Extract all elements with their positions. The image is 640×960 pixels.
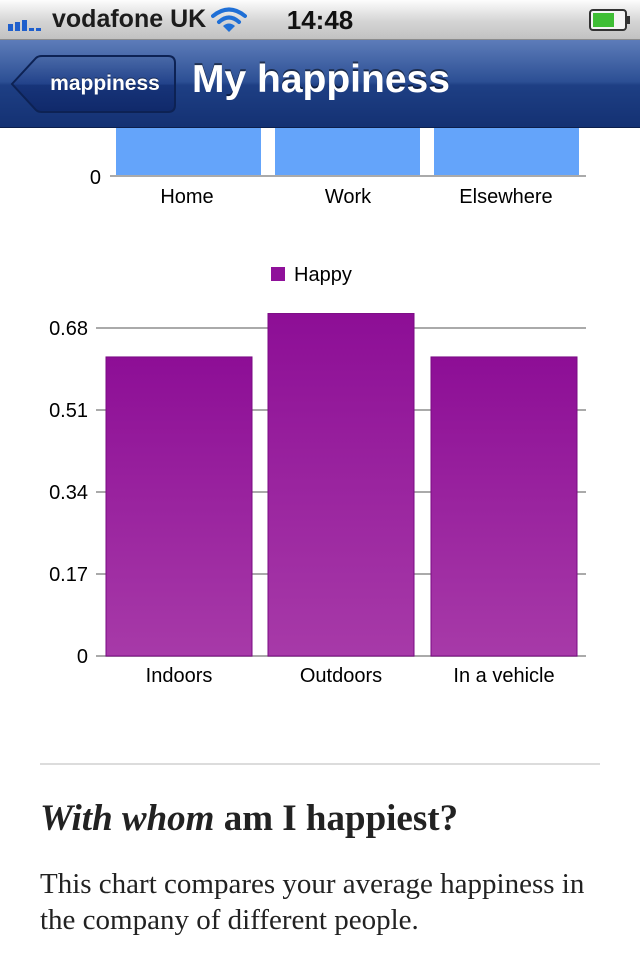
section-description: This chart compares your average happine…	[40, 868, 585, 936]
page-title: My happiness	[192, 58, 450, 101]
section-heading-rest: am I happiest?	[214, 798, 459, 839]
legend-swatch	[271, 267, 285, 281]
category-label-work: Work	[325, 186, 372, 208]
category-label-home: Home	[160, 186, 213, 208]
y-tick-label: 0.17	[49, 564, 88, 586]
bar-outdoors	[267, 313, 415, 657]
signal-strength-icon	[8, 20, 41, 31]
bar-home	[116, 128, 261, 176]
y-tick-label: 0.51	[49, 400, 88, 422]
section-divider	[40, 763, 600, 765]
category-label: Indoors	[146, 665, 213, 687]
legend-label: Happy	[294, 264, 352, 286]
navigation-bar: mappiness My happiness	[0, 40, 640, 128]
section-heading-emphasis: With whom	[40, 798, 215, 839]
location-chart: 0 Home Work Elsewhere	[0, 128, 640, 238]
y-tick-label: 0.34	[49, 482, 88, 504]
back-button-shape	[10, 55, 176, 113]
category-label-elsewhere: Elsewhere	[459, 186, 552, 208]
bar-elsewhere	[434, 128, 579, 176]
back-button-label: mappiness	[50, 72, 160, 95]
bar-indoors	[105, 356, 253, 657]
status-time: 14:48	[286, 5, 354, 35]
y-tick-label: 0.68	[49, 318, 88, 340]
y-tick-label: 0	[77, 646, 88, 668]
section-heading: With whom am I happiest?	[40, 797, 458, 840]
category-label: Outdoors	[300, 665, 382, 687]
environment-chart: Happy 0 0.17 0.34 0.51 0.68 Indoors Outdoors In…	[0, 250, 640, 700]
battery-icon	[589, 9, 630, 31]
category-label: In a vehicle	[453, 665, 554, 687]
wifi-icon	[211, 7, 247, 32]
bar-in-a-vehicle	[430, 356, 578, 657]
status-bar: vodafone UK 14:48	[0, 0, 640, 40]
back-button[interactable]: mappiness	[10, 55, 176, 113]
tick-label: 0	[90, 167, 101, 189]
bar-work	[275, 128, 420, 176]
carrier-name: vodafone UK	[52, 5, 207, 33]
